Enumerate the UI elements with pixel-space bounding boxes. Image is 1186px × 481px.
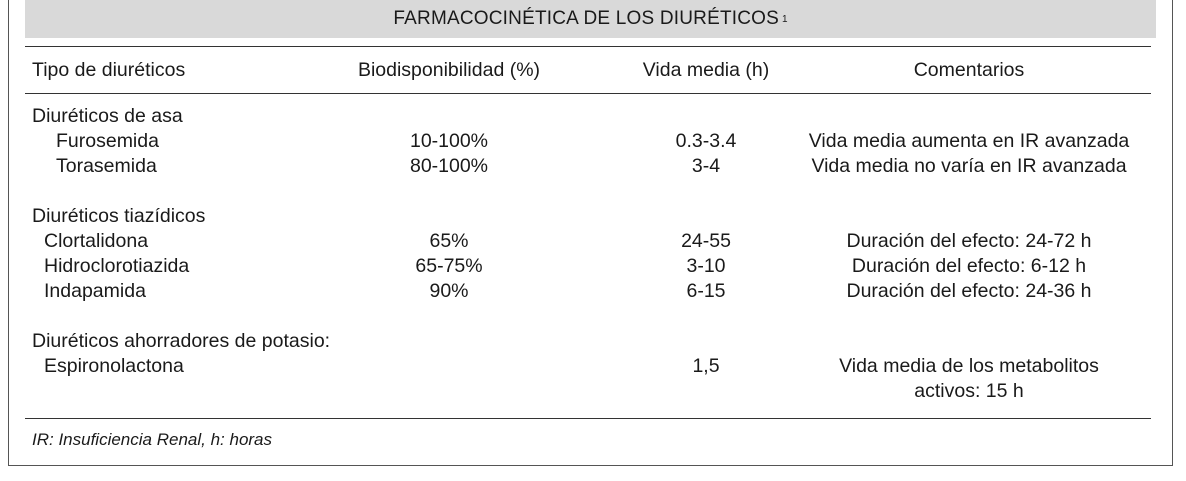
comment-text-continued: activos: 15 h [914, 380, 1024, 402]
title-reference: 1 [782, 13, 788, 25]
header-bioavailability: Biodisponibilidad (%) [357, 59, 541, 81]
header-half-life: Vida media (h) [642, 59, 770, 81]
table-title: FARMACOCINÉTICA DE LOS DIURÉTICOS [393, 8, 780, 29]
half-life-value: 3-10 [686, 255, 726, 277]
comment-text: Duración del efecto: 6-12 h [851, 255, 1087, 277]
group-title: Diuréticos de asa [32, 105, 183, 127]
half-life-value: 6-15 [686, 280, 726, 302]
header-comments: Comentarios [913, 59, 1025, 81]
bioavailability-value: 90% [429, 280, 469, 302]
bioavailability-value: 65% [429, 230, 469, 252]
bioavailability-value: 80-100% [409, 155, 489, 177]
group-title: Diuréticos ahorradores de potasio: [32, 330, 331, 352]
comment-text: Vida media no varía en IR avanzada [811, 155, 1127, 177]
table-title-band: FARMACOCINÉTICA DE LOS DIURÉTICOS 1 [25, 0, 1156, 38]
footnote: IR: Insuficiencia Renal, h: horas [32, 430, 273, 449]
drug-name: Furosemida [56, 130, 159, 152]
half-life-value: 3-4 [691, 155, 721, 177]
header-bottom-rule [25, 93, 1151, 94]
drug-name: Indapamida [44, 280, 146, 302]
bioavailability-value: 65-75% [415, 255, 483, 277]
footer-rule [25, 418, 1151, 419]
comment-text: Vida media aumenta en IR avanzada [808, 130, 1130, 152]
table-frame [8, 0, 1173, 466]
header-top-rule [25, 46, 1151, 47]
drug-name: Torasemida [56, 155, 157, 177]
header-type: Tipo de diuréticos [32, 59, 186, 81]
bioavailability-value: 10-100% [409, 130, 489, 152]
drug-name: Clortalidona [44, 230, 149, 252]
drug-name: Espironolactona [44, 355, 184, 377]
comment-text: Duración del efecto: 24-72 h [846, 230, 1092, 252]
drug-name: Hidroclorotiazida [44, 255, 190, 277]
half-life-value: 24-55 [681, 230, 731, 252]
half-life-value: 0.3-3.4 [675, 130, 737, 152]
comment-text: Vida media de los metabolitos [839, 355, 1099, 377]
comment-text: Duración del efecto: 24-36 h [846, 280, 1092, 302]
half-life-value: 1,5 [692, 355, 720, 377]
group-title: Diuréticos tiazídicos [32, 205, 206, 227]
